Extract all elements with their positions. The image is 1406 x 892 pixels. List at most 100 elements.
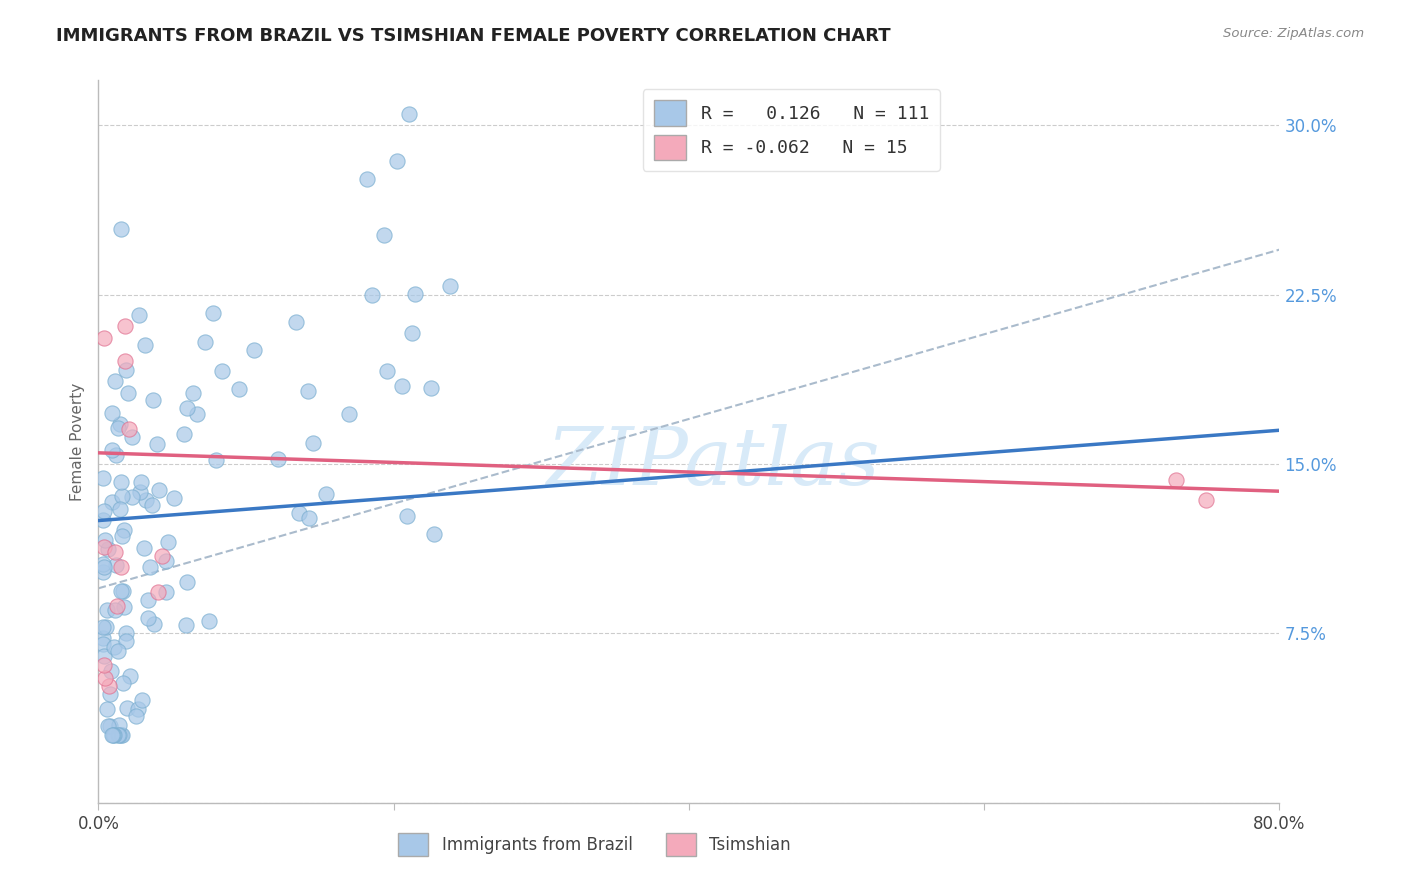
- Point: [93, 331, 115, 345]
- Point: [118, 422, 141, 436]
- Point: [97, 719, 120, 733]
- Point: [110, 728, 132, 742]
- Point: [93, 671, 115, 685]
- Point: [111, 675, 134, 690]
- Point: [101, 728, 124, 742]
- Point: [143, 617, 166, 632]
- Point: [108, 417, 131, 431]
- Point: [155, 554, 177, 568]
- Point: [337, 407, 360, 421]
- Legend: Immigrants from Brazil, Tsimshian: Immigrants from Brazil, Tsimshian: [391, 826, 797, 863]
- Point: [111, 489, 134, 503]
- Point: [297, 384, 319, 398]
- Point: [142, 392, 165, 407]
- Point: [91, 631, 114, 645]
- Point: [127, 702, 149, 716]
- Point: [204, 453, 226, 467]
- Point: [150, 549, 173, 564]
- Point: [114, 354, 136, 368]
- Point: [157, 534, 180, 549]
- Point: [173, 427, 195, 442]
- Point: [141, 498, 163, 512]
- Point: [1166, 473, 1188, 487]
- Point: [301, 435, 323, 450]
- Point: [91, 620, 114, 634]
- Point: [129, 484, 152, 499]
- Point: [100, 664, 122, 678]
- Point: [97, 541, 120, 556]
- Point: [138, 611, 160, 625]
- Point: [91, 637, 114, 651]
- Point: [423, 526, 446, 541]
- Point: [98, 687, 121, 701]
- Point: [110, 475, 132, 490]
- Point: [121, 490, 143, 504]
- Point: [419, 380, 441, 394]
- Point: [398, 107, 420, 121]
- Point: [94, 620, 117, 634]
- Point: [1195, 493, 1218, 508]
- Point: [98, 679, 121, 693]
- Point: [404, 287, 426, 301]
- Point: [93, 540, 115, 554]
- Point: [146, 437, 169, 451]
- Point: [104, 545, 127, 559]
- Point: [124, 709, 146, 723]
- Point: [439, 278, 461, 293]
- Point: [107, 420, 129, 434]
- Point: [186, 407, 208, 421]
- Point: [298, 511, 321, 525]
- Point: [91, 566, 114, 580]
- Point: [108, 728, 131, 742]
- Point: [391, 379, 413, 393]
- Point: [93, 648, 115, 663]
- Point: [356, 172, 378, 186]
- Point: [91, 471, 114, 485]
- Point: [121, 430, 143, 444]
- Point: [155, 585, 177, 599]
- Point: [401, 326, 423, 340]
- Point: [375, 364, 398, 378]
- Point: [112, 583, 135, 598]
- Point: [114, 626, 136, 640]
- Point: [396, 508, 419, 523]
- Point: [110, 502, 132, 516]
- Point: [285, 315, 308, 329]
- Point: [94, 533, 117, 547]
- Point: [315, 487, 337, 501]
- Point: [91, 557, 114, 571]
- Point: [118, 669, 141, 683]
- Point: [115, 701, 138, 715]
- Point: [228, 383, 250, 397]
- Point: [138, 559, 160, 574]
- Point: [385, 153, 408, 168]
- Point: [107, 644, 129, 658]
- Text: ZIPatlas: ZIPatlas: [546, 425, 879, 502]
- Point: [131, 693, 153, 707]
- Point: [105, 599, 128, 614]
- Point: [136, 592, 159, 607]
- Point: [266, 452, 288, 467]
- Point: [148, 584, 170, 599]
- Point: [128, 308, 150, 322]
- Point: [174, 618, 197, 632]
- Point: [101, 442, 124, 457]
- Point: [107, 728, 129, 742]
- Point: [148, 483, 170, 498]
- Point: [134, 338, 156, 352]
- Point: [129, 475, 152, 489]
- Point: [117, 385, 139, 400]
- Point: [211, 364, 233, 378]
- Point: [93, 503, 115, 517]
- Point: [104, 374, 127, 388]
- Y-axis label: Female Poverty: Female Poverty: [69, 383, 84, 500]
- Point: [194, 334, 217, 349]
- Point: [112, 600, 135, 615]
- Point: [373, 227, 395, 242]
- Point: [243, 343, 266, 357]
- Point: [112, 523, 135, 537]
- Point: [135, 493, 157, 508]
- Point: [101, 494, 124, 508]
- Point: [93, 657, 115, 672]
- Point: [93, 560, 115, 574]
